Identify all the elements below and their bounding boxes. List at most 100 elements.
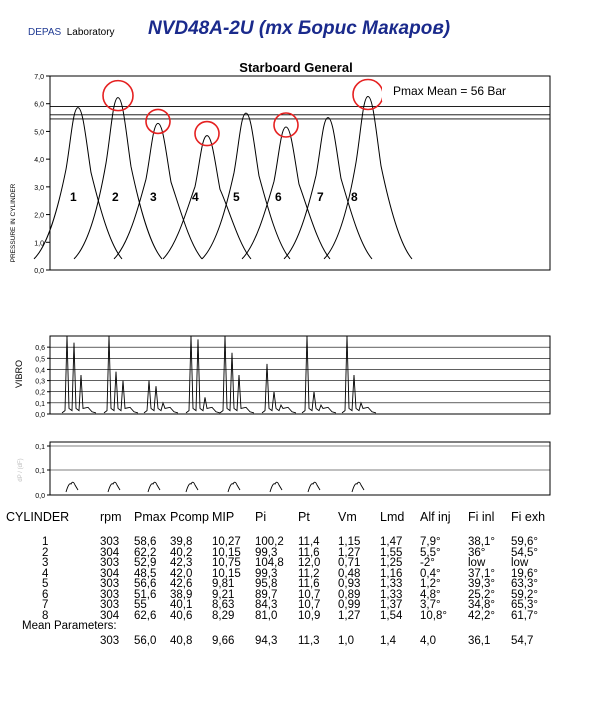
table-cell: 11,6 (298, 578, 320, 590)
table-cell: 9,21 (212, 588, 235, 601)
mean-row: 303 56,0 40,8 9,66 94,3 11,3 1,0 1,4 4,0 36,1 54,7 (6, 632, 551, 647)
pressure-y-label: PRESSURE IN CYLINDER (10, 183, 17, 262)
dp-trace-cylinder-5 (227, 481, 241, 493)
cylinder-number: 5 (42, 578, 49, 590)
table-cell: 54,5° (511, 546, 538, 559)
page-title: NVD48A-2U (mx Борис Макаров) (148, 18, 451, 39)
pressure-y-tick-label: 6,0 (34, 102, 44, 109)
table-cell: 62,6 (134, 609, 157, 622)
dp-trace-cylinder-3 (147, 481, 161, 493)
table-cell: 99,3 (255, 546, 278, 559)
table-cell: 10,7 (298, 588, 321, 601)
mean-label-row: Mean Parameters: (6, 621, 551, 632)
table-cell: 10,8° (420, 609, 447, 622)
pmax-highlight-circle-2 (102, 79, 134, 112)
column-header: Fi inl (468, 510, 495, 524)
dp-y-tick-label: 0,0 (35, 493, 45, 500)
pressure-y-tick-label: 2,0 (34, 213, 44, 220)
table-cell: 0,4° (420, 567, 441, 580)
table-cell: 0,99 (338, 599, 361, 611)
table-cell: 1,27 (338, 546, 361, 559)
pressure-curve-cylinder-4 (162, 135, 252, 260)
table-row: 3 303 52,9 42,3 10,75 104,8 12,0 0,71 1,25 -2° low… (6, 558, 551, 569)
table-cell: 3,7° (420, 599, 441, 611)
pressure-curve-cylinder-8 (323, 96, 413, 260)
table-cell: 11,4 (298, 536, 320, 548)
dp-trace-cylinder-8 (351, 481, 365, 493)
table-cell: 303 (100, 599, 120, 611)
cylinder-number-label: 2 (112, 190, 119, 204)
lab-brand: DEPAS (28, 27, 62, 38)
parameters-table: CYLINDER rpm Pmax Pcomp MIP Pi Pt Vm Lmd Alf inj F… (6, 510, 551, 647)
table-cell: 303 (100, 578, 120, 590)
table-cell: 100,2 (255, 536, 284, 548)
vibro-y-tick-label: 0,0 (35, 412, 45, 419)
vibro-trace-cylinder-4 (185, 335, 221, 414)
table-cell: 59,2° (511, 588, 538, 601)
mean-parameters-label: Mean Parameters: (22, 620, 117, 632)
column-header: Fi exh (511, 510, 546, 524)
pressure-y-tick-label: 0,0 (34, 268, 44, 275)
cylinder-number-label: 6 (275, 190, 282, 204)
table-cell: 1,54 (380, 609, 403, 622)
dp-trace-cylinder-7 (307, 481, 321, 493)
column-header: Pt (298, 510, 310, 524)
column-header: MIP (212, 510, 235, 524)
vibro-trace-cylinder-8 (341, 335, 377, 414)
table-cell: 34,8° (468, 599, 495, 611)
table-cell: 39,3° (468, 578, 495, 590)
vibro-y-tick-label: 0,1 (35, 401, 45, 408)
dp-chart: dP / (dF) 0,0 0,1 0,1 (18, 441, 551, 500)
table-cell: 7,9° (420, 536, 441, 548)
mean-cell: 9,66 (212, 634, 235, 647)
vibro-chart: VIBRO 0,0 0,1 0,2 0,3 0,4 0,5 0,6 (14, 335, 551, 419)
table-cell: 42,0 (170, 567, 193, 580)
cylinder-number-label: 3 (150, 190, 157, 204)
table-cell: 65,3° (511, 599, 538, 611)
dp-trace-cylinder-2 (107, 481, 121, 493)
column-header: Pi (255, 510, 267, 524)
pressure-y-tick-label: 7,0 (34, 74, 44, 81)
pressure-chart: Starboard General PRESSURE IN CYLINDER 0… (10, 60, 551, 275)
pressure-y-tick-label: 3,0 (34, 185, 44, 192)
cylinder-number: 2 (42, 546, 49, 559)
table-cell: 48,5 (134, 567, 157, 580)
table-cell: low (511, 557, 529, 569)
cylinder-number: 8 (42, 609, 49, 622)
table-cell: 0,48 (338, 567, 361, 580)
table-cell: 42,2° (468, 609, 495, 622)
table-cell: low (468, 557, 486, 569)
table-row: 6 303 51,6 38,9 9,21 89,7 10,7 0,89 1,33 4,8° 25,2… (6, 588, 551, 601)
table-cell: 304 (100, 567, 120, 580)
table-cell: 10,27 (212, 536, 241, 548)
table-cell: 12,0 (298, 557, 321, 569)
table-cell: 56,6 (134, 578, 157, 590)
vibro-y-tick-label: 0,2 (35, 390, 45, 397)
mean-cell: 54,7 (511, 634, 534, 647)
table-cell: 0,71 (338, 557, 361, 569)
table-row: 4 304 48,5 42,0 10,15 99,3 11,2 0,48 1,16 0,4° 37,… (6, 567, 551, 580)
table-cell: 8,29 (212, 609, 235, 622)
table-cell: 38,1° (468, 536, 495, 548)
table-cell: 1,33 (380, 588, 403, 601)
pmax-highlight-circle-6 (273, 112, 299, 138)
mean-cell: 1,0 (338, 634, 354, 647)
mean-cell: 94,3 (255, 634, 278, 647)
table-cell: 38,9 (170, 588, 193, 601)
table-cell: 8,63 (212, 599, 235, 611)
table-cell: 1,55 (380, 546, 403, 559)
table-cell: 40,1 (170, 599, 193, 611)
vibro-trace-cylinder-3 (143, 380, 179, 414)
table-row: 2 304 62,2 40,2 10,15 99,3 11,6 1,27 1,55 5,5° 36°… (6, 546, 551, 559)
table-cell: 42,6 (170, 578, 193, 590)
column-header: Pcomp (170, 510, 209, 524)
cylinder-number-label: 4 (192, 190, 199, 204)
cylinder-number: 7 (42, 599, 49, 611)
table-cell: 1,37 (380, 599, 403, 611)
table-row: 8 304 62,6 40,6 8,29 81,0 10,9 1,27 1,54 10,8° 42,… (6, 609, 551, 622)
table-cell: 25,2° (468, 588, 495, 601)
table-cell: 55 (134, 599, 147, 611)
cylinder-number: 4 (42, 567, 49, 580)
pmax-highlight-circle-8 (352, 78, 384, 111)
table-cell: 40,6 (170, 609, 193, 622)
